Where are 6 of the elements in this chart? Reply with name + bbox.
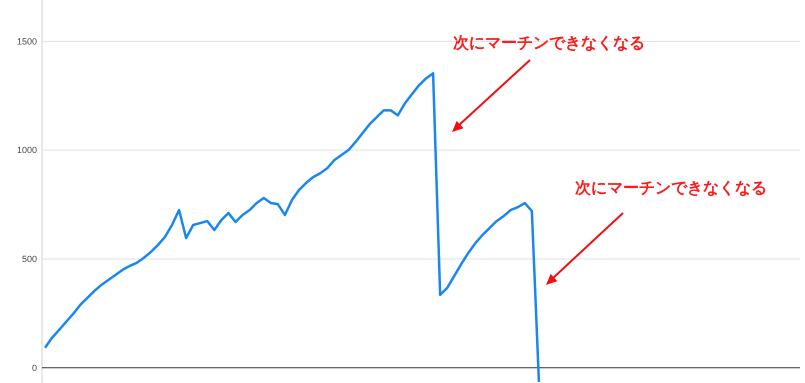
annotation: 次にマーチンできなくなる (575, 178, 767, 197)
annotation: 次にマーチンできなくなる (453, 33, 645, 52)
y-tick-label: 0 (32, 362, 37, 373)
y-tick-label: 1000 (16, 145, 37, 156)
y-tick-label: 1500 (16, 36, 37, 46)
y-tick-label: 500 (22, 254, 37, 264)
